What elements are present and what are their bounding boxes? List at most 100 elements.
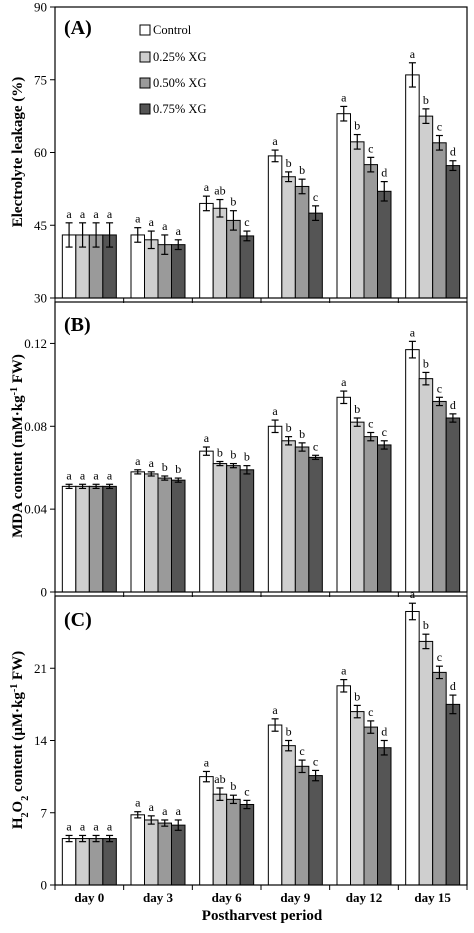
bar-c-1-1	[144, 819, 159, 886]
sig-letter-b-5-1: b	[423, 356, 429, 370]
sig-letter-c-0-0: a	[66, 819, 72, 833]
sig-letter-b-4-1: b	[354, 402, 360, 416]
panel-b-label: (B)	[64, 314, 91, 336]
sig-letter-b-4-2: c	[368, 417, 373, 431]
bar-b-0-1	[75, 485, 90, 593]
bar-b-0-0	[61, 485, 77, 593]
sig-letter-a-5-3: d	[450, 145, 456, 159]
bar-c-3-0	[267, 724, 283, 886]
bar-b-2-1	[212, 463, 228, 593]
bar-a-5-0	[405, 74, 420, 299]
sig-letter-b-1-0: a	[135, 454, 141, 468]
sig-letter-b-0-3: a	[107, 468, 113, 482]
bar-c-3-3	[308, 775, 323, 886]
bar-b-2-3	[239, 469, 255, 593]
sig-letter-b-4-0: a	[341, 375, 347, 389]
bar-a-5-1	[418, 115, 434, 299]
sig-letter-c-1-0: a	[135, 796, 141, 810]
sig-letter-a-1-0: a	[135, 212, 141, 226]
panel-b-ylabel-end: FW)	[10, 354, 26, 387]
sig-letter-c-3-3: c	[313, 754, 318, 768]
sig-letter-a-3-0: a	[272, 134, 278, 148]
sig-letter-b-3-1: b	[286, 421, 292, 435]
panel-c-ylabel-sub1: 2	[20, 812, 31, 817]
bar-a-5-2	[432, 142, 447, 299]
sig-letter-c-2-1: ab	[214, 772, 225, 786]
x-category-label-0: day 0	[74, 890, 104, 905]
bar-a-1-0	[130, 234, 145, 299]
sig-letter-b-2-0: a	[204, 431, 210, 445]
panel-a-axes: 30 45 60 75 90	[34, 0, 468, 306]
x-category-label-3: day 9	[280, 890, 310, 905]
sig-letter-b-0-0: a	[66, 468, 72, 482]
sig-letter-a-4-0: a	[341, 90, 347, 104]
sig-letter-c-1-2: a	[162, 804, 168, 818]
sig-letter-c-5-2: c	[437, 650, 442, 664]
legend-label-control: Control	[153, 23, 192, 37]
sig-letter-b-5-3: d	[450, 398, 456, 412]
sig-letter-a-4-3: d	[381, 166, 387, 180]
x-category-label-5: day 15	[414, 890, 451, 905]
bar-b-5-3	[445, 417, 461, 593]
legend-label-050: 0.50% XG	[153, 76, 206, 90]
bar-b-3-2	[294, 446, 310, 593]
panel-c-ylabel-end: FW)	[10, 651, 26, 684]
bar-a-2-0	[199, 202, 214, 299]
panel-c-ylabel: H2O2 content (µM·kg-1 FW)	[9, 651, 31, 829]
sig-letter-b-0-2: a	[93, 468, 99, 482]
sig-letter-a-0-0: a	[66, 207, 72, 221]
panel-a-ylabel: Electrolyte leakage (%)	[10, 77, 26, 228]
bar-b-4-1	[350, 421, 365, 593]
bar-b-4-3	[377, 444, 392, 593]
sig-letter-c-2-2: b	[230, 779, 236, 793]
ytick-label-a-1: 45	[34, 218, 47, 233]
bar-c-2-1	[212, 793, 228, 886]
sig-letter-b-5-2: c	[437, 381, 442, 395]
panel-c-ylabel-sup: -1	[9, 684, 20, 692]
bar-b-0-3	[102, 485, 117, 593]
sig-letter-c-1-3: a	[176, 804, 182, 818]
bar-b-5-1	[418, 378, 434, 593]
sig-letter-c-4-0: a	[341, 664, 347, 678]
sig-letter-c-0-1: a	[80, 819, 86, 833]
sig-letter-a-4-2: c	[368, 141, 373, 155]
bar-b-1-1	[144, 473, 159, 593]
bar-c-1-2	[157, 822, 172, 886]
sig-letter-a-1-1: a	[149, 215, 155, 229]
bar-c-0-2	[88, 838, 104, 886]
sig-letter-a-4-1: b	[354, 119, 360, 133]
bar-c-4-2	[363, 726, 378, 886]
bar-c-1-3	[171, 824, 186, 886]
ytick-label-c-2: 14	[34, 733, 48, 748]
bar-c-4-3	[377, 747, 392, 886]
bar-b-4-2	[363, 436, 378, 593]
bar-b-5-2	[432, 400, 447, 593]
sig-letter-c-3-2: c	[299, 744, 304, 758]
sig-letter-b-2-2: b	[230, 448, 236, 462]
sig-letter-c-2-3: c	[244, 784, 249, 798]
x-axis-title: Postharvest period	[202, 908, 323, 924]
ytick-label-b-1: 0.04	[24, 502, 47, 517]
bar-c-5-1	[418, 640, 434, 886]
sig-letter-a-2-2: b	[230, 195, 236, 209]
sig-letter-c-5-1: b	[423, 618, 429, 632]
bar-c-0-0	[61, 838, 77, 886]
bar-c-0-1	[75, 838, 90, 886]
ytick-label-a-4: 90	[34, 0, 47, 15]
bar-c-3-1	[281, 745, 296, 886]
legend-swatch-control	[139, 24, 151, 36]
panel-b-axes: 0 0.04 0.08 0.12	[24, 301, 468, 600]
sig-letter-a-0-1: a	[80, 207, 86, 221]
sig-letter-b-4-3: c	[382, 425, 387, 439]
ytick-label-c-3: 21	[34, 661, 47, 676]
bar-c-5-2	[432, 671, 447, 886]
bar-b-3-1	[281, 440, 296, 593]
sig-letter-c-2-0: a	[204, 755, 210, 769]
sig-letter-b-1-1: a	[149, 456, 155, 470]
sig-letter-b-1-2: b	[162, 460, 168, 474]
x-category-label-2: day 6	[212, 890, 242, 905]
